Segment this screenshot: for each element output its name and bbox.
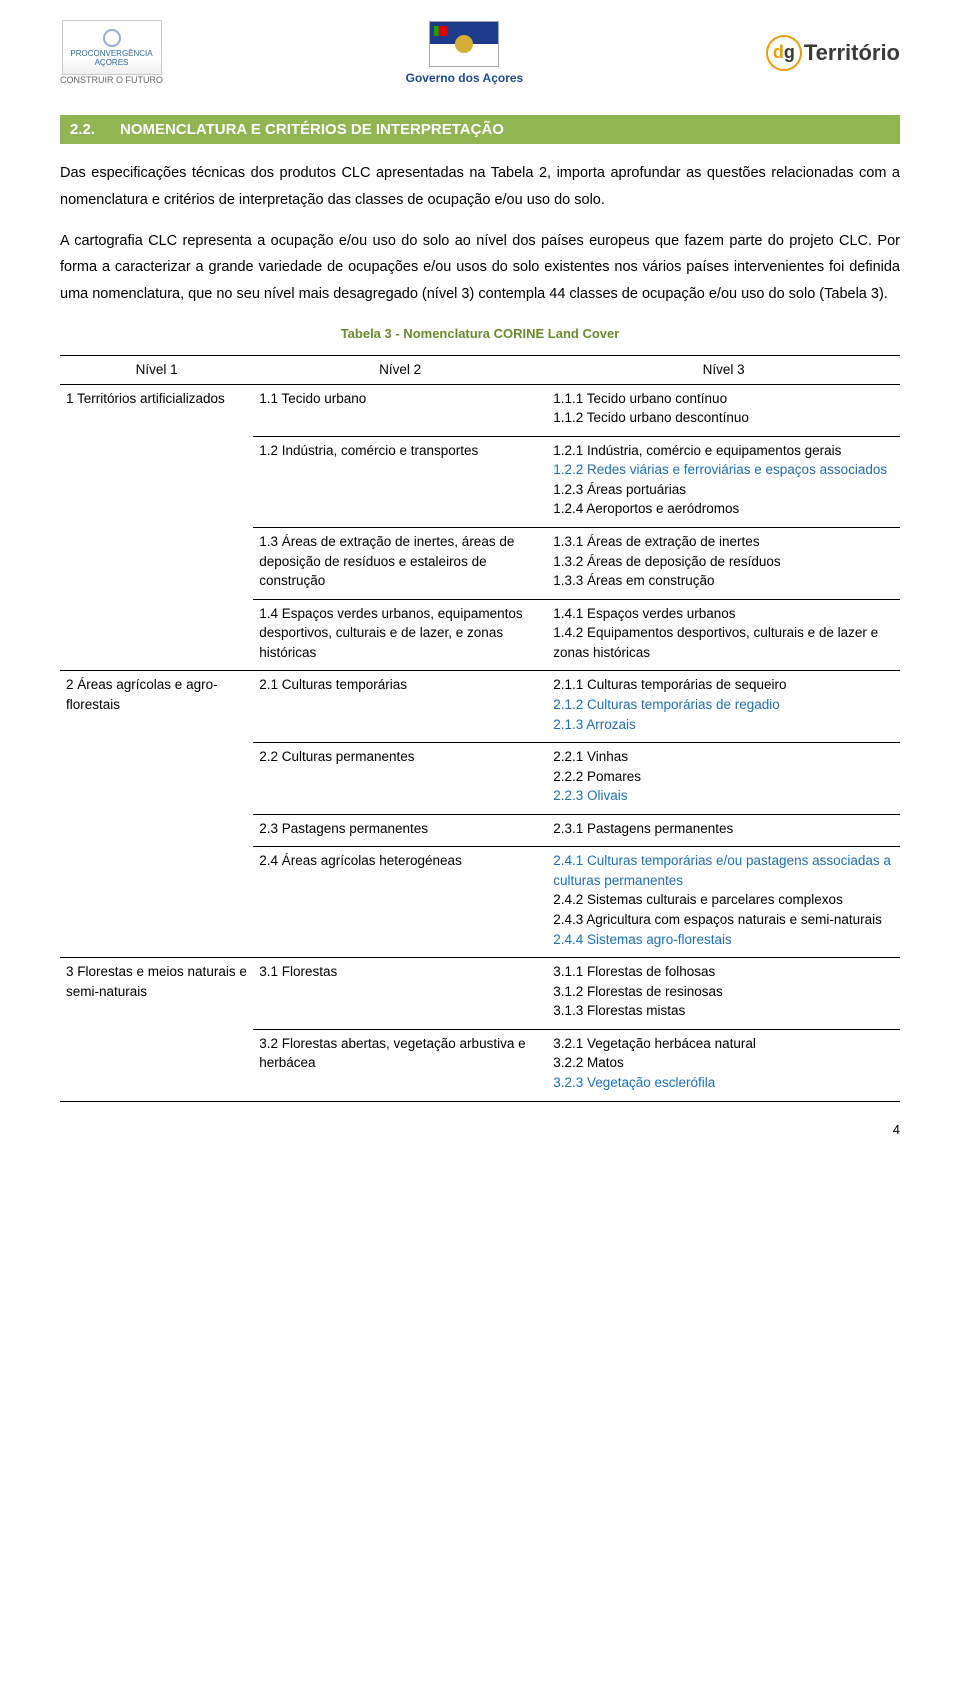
level2-cell: 2.3 Pastagens permanentes <box>253 814 547 847</box>
table-row: 3 Florestas e meios naturais e semi-natu… <box>60 958 900 1030</box>
logo-left-box: PROCONVERGÊNCIA AÇORES <box>62 20 162 75</box>
level3-cell: 2.1.1 Culturas temporárias de sequeiro2.… <box>547 671 900 743</box>
level2-cell: 3.1 Florestas <box>253 958 547 1030</box>
level3-item: 1.3.1 Áreas de extração de inertes <box>553 532 894 552</box>
logo-left-line3: CONSTRUIR O FUTURO <box>60 75 163 85</box>
level3-item: 2.1.2 Culturas temporárias de regadio <box>553 695 894 715</box>
logo-dg-territorio: dgTerritório <box>766 35 900 71</box>
level3-item: 1.2.1 Indústria, comércio e equipamentos… <box>553 441 894 461</box>
level3-item: 2.2.1 Vinhas <box>553 747 894 767</box>
level3-item: 2.2.2 Pomares <box>553 767 894 787</box>
col-header-2: Nível 2 <box>253 356 547 385</box>
table-caption: Tabela 3 - Nomenclatura CORINE Land Cove… <box>60 326 900 341</box>
gov-text: Governo dos Açores <box>406 71 524 85</box>
level3-cell: 1.2.1 Indústria, comércio e equipamentos… <box>547 436 900 527</box>
logo-proconvergencia: PROCONVERGÊNCIA AÇORES CONSTRUIR O FUTUR… <box>60 20 163 85</box>
nomenclature-table: Nível 1 Nível 2 Nível 3 1 Territórios ar… <box>60 355 900 1101</box>
level3-cell: 1.4.1 Espaços verdes urbanos1.4.2 Equipa… <box>547 599 900 671</box>
level3-item: 1.2.3 Áreas portuárias <box>553 480 894 500</box>
logo-right-text: Território <box>804 40 900 66</box>
logo-left-line2: AÇORES <box>95 58 129 67</box>
level3-cell: 2.3.1 Pastagens permanentes <box>547 814 900 847</box>
paragraph-2: A cartografia CLC representa a ocupação … <box>60 228 900 308</box>
level3-item: 1.3.2 Áreas de deposição de resíduos <box>553 552 894 572</box>
level3-cell: 3.2.1 Vegetação herbácea natural3.2.2 Ma… <box>547 1029 900 1101</box>
level3-item: 3.1.2 Florestas de resinosas <box>553 982 894 1002</box>
level2-cell: 1.3 Áreas de extração de inertes, áreas … <box>253 528 547 600</box>
level3-item: 2.4.3 Agricultura com espaços naturais e… <box>553 910 894 930</box>
col-header-3: Nível 3 <box>547 356 900 385</box>
level3-item: 1.4.2 Equipamentos desportivos, culturai… <box>553 623 894 662</box>
level2-cell: 2.1 Culturas temporárias <box>253 671 547 743</box>
section-title: NOMENCLATURA E CRITÉRIOS DE INTERPRETAÇÃ… <box>120 121 504 138</box>
level3-item: 3.2.1 Vegetação herbácea natural <box>553 1034 894 1054</box>
level1-cell: 2 Áreas agrícolas e agro-florestais <box>60 671 253 958</box>
level1-cell: 1 Territórios artificializados <box>60 384 253 671</box>
level3-item: 1.3.3 Áreas em construção <box>553 571 894 591</box>
level3-item: 1.1.1 Tecido urbano contínuo <box>553 389 894 409</box>
section-number: 2.2. <box>70 121 95 138</box>
level3-item: 1.2.4 Aeroportos e aeródromos <box>553 499 894 519</box>
level2-cell: 2.4 Áreas agrícolas heterogéneas <box>253 847 547 958</box>
level2-cell: 1.1 Tecido urbano <box>253 384 547 436</box>
table-row: 1 Territórios artificializados1.1 Tecido… <box>60 384 900 436</box>
level2-cell: 1.2 Indústria, comércio e transportes <box>253 436 547 527</box>
logo-left-line1: PROCONVERGÊNCIA <box>70 49 152 58</box>
level3-cell: 1.3.1 Áreas de extração de inertes1.3.2 … <box>547 528 900 600</box>
level2-cell: 3.2 Florestas abertas, vegetação arbusti… <box>253 1029 547 1101</box>
level3-item: 3.2.2 Matos <box>553 1053 894 1073</box>
logo-governo-acores: Governo dos Açores <box>406 21 524 85</box>
level3-item: 2.4.2 Sistemas culturais e parcelares co… <box>553 890 894 910</box>
level2-cell: 2.2 Culturas permanentes <box>253 743 547 815</box>
level3-item: 3.1.1 Florestas de folhosas <box>553 962 894 982</box>
level3-item: 2.4.1 Culturas temporárias e/ou pastagen… <box>553 851 894 890</box>
level3-cell: 2.2.1 Vinhas2.2.2 Pomares2.2.3 Olivais <box>547 743 900 815</box>
table-row: 2 Áreas agrícolas e agro-florestais2.1 C… <box>60 671 900 743</box>
level3-item: 2.1.3 Arrozais <box>553 715 894 735</box>
level3-item: 3.2.3 Vegetação esclerófila <box>553 1073 894 1093</box>
level3-cell: 1.1.1 Tecido urbano contínuo1.1.2 Tecido… <box>547 384 900 436</box>
level3-item: 2.1.1 Culturas temporárias de sequeiro <box>553 675 894 695</box>
level3-item: 3.1.3 Florestas mistas <box>553 1001 894 1021</box>
level2-cell: 1.4 Espaços verdes urbanos, equipamentos… <box>253 599 547 671</box>
level3-item: 1.4.1 Espaços verdes urbanos <box>553 604 894 624</box>
azores-flag-icon <box>429 21 499 67</box>
header-logos: PROCONVERGÊNCIA AÇORES CONSTRUIR O FUTUR… <box>60 20 900 85</box>
table-header-row: Nível 1 Nível 2 Nível 3 <box>60 356 900 385</box>
level3-item: 2.2.3 Olivais <box>553 786 894 806</box>
dg-circle-icon: dg <box>766 35 802 71</box>
paragraph-1: Das especificações técnicas dos produtos… <box>60 160 900 214</box>
level3-item: 2.4.4 Sistemas agro-florestais <box>553 930 894 950</box>
level3-cell: 2.4.1 Culturas temporárias e/ou pastagen… <box>547 847 900 958</box>
page-number: 4 <box>60 1122 900 1137</box>
level1-cell: 3 Florestas e meios naturais e semi-natu… <box>60 958 253 1101</box>
level3-cell: 3.1.1 Florestas de folhosas3.1.2 Florest… <box>547 958 900 1030</box>
level3-item: 1.2.2 Redes viárias e ferroviárias e esp… <box>553 460 894 480</box>
level3-item: 2.3.1 Pastagens permanentes <box>553 819 894 839</box>
level3-item: 1.1.2 Tecido urbano descontínuo <box>553 408 894 428</box>
section-header: 2.2. NOMENCLATURA E CRITÉRIOS DE INTERPR… <box>60 115 900 144</box>
col-header-1: Nível 1 <box>60 356 253 385</box>
